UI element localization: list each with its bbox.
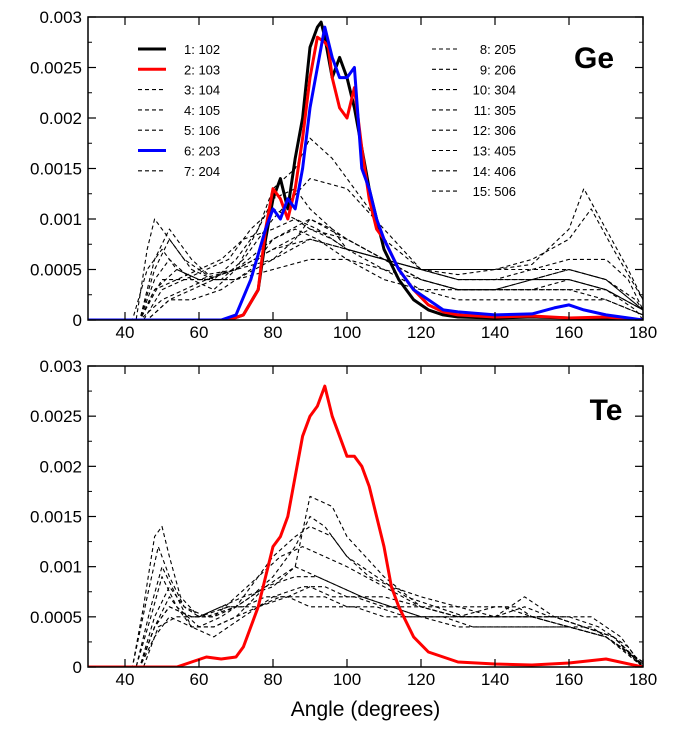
- series-line-2-103: [88, 384, 643, 667]
- legend-label: 1: 102: [184, 42, 220, 57]
- legend-label: 11: 305: [474, 103, 516, 118]
- legend-label: 13: 405: [473, 144, 516, 159]
- legend-label: 7: 204: [184, 164, 220, 179]
- legend-label: 3: 104: [184, 83, 220, 98]
- x-tick-label: 140: [481, 670, 509, 689]
- legend-label: 10: 304: [473, 83, 516, 98]
- series-line-s8: [88, 525, 643, 667]
- panel-label: Ge: [574, 42, 614, 75]
- series-line-s9: [88, 596, 643, 667]
- series-line-s10: [88, 576, 643, 667]
- x-tick-label: 80: [264, 323, 283, 342]
- ge-panel: 40 60 80 100 120 140 160 180 0 0.0005 0.001 0.0015 0…: [30, 8, 657, 342]
- series-line-8-205: [88, 218, 643, 320]
- panel-label: Te: [590, 394, 623, 427]
- y-tick-label: 0.0015: [30, 508, 82, 527]
- legend-label: 15: 506: [473, 184, 516, 199]
- legend-label: 2: 103: [184, 62, 220, 77]
- legend-label: 4: 105: [184, 103, 220, 118]
- y-tick-label: 0.002: [39, 109, 82, 128]
- y-tick-label: 0.001: [39, 210, 82, 229]
- te-panel: 40 60 80 100 120 140 160 180 0 0.0005 0.001 0.0015 0…: [30, 357, 657, 721]
- x-tick-label: 60: [190, 670, 209, 689]
- series-line-15-506: [88, 208, 643, 320]
- x-tick-label: 120: [407, 670, 435, 689]
- x-tick-label: 180: [629, 670, 657, 689]
- series-group: [88, 20, 643, 320]
- y-tick-label: 0.0025: [30, 407, 82, 426]
- y-tick-label: 0.0005: [30, 608, 82, 627]
- series-line-12-306: [88, 188, 643, 320]
- series-line-13-405: [88, 228, 643, 320]
- y-tick-label: 0.002: [39, 457, 82, 476]
- legend-label: 14: 406: [473, 164, 516, 179]
- series-line-7-204: [88, 137, 643, 320]
- x-tick-label: 60: [190, 323, 209, 342]
- x-tick-label: 120: [407, 323, 435, 342]
- y-tick-label: 0.003: [39, 357, 82, 376]
- series-line-1-102: [88, 20, 643, 320]
- x-axis-label: Angle (degrees): [291, 698, 440, 721]
- series-line-s3: [88, 566, 643, 667]
- legend-label: 8: 205: [480, 42, 516, 57]
- series-line-2-103: [88, 35, 643, 320]
- legend-label: 6: 203: [184, 144, 220, 159]
- y-tick-label: 0.0015: [30, 160, 82, 179]
- legend-label: 9: 206: [480, 62, 516, 77]
- legend-label: 5: 106: [184, 123, 220, 138]
- x-tick-label: 100: [333, 670, 361, 689]
- y-tick-label: 0.0005: [30, 261, 82, 280]
- x-tick-label: 100: [333, 323, 361, 342]
- legend-label: 12: 306: [473, 123, 516, 138]
- series-line-s1: [88, 495, 643, 667]
- x-tick-label: 140: [481, 323, 509, 342]
- y-tick-label: 0.003: [39, 8, 82, 27]
- y-tick-label: 0.001: [39, 558, 82, 577]
- y-tick-label: 0: [73, 658, 82, 677]
- y-tick-label: 0: [73, 311, 82, 330]
- series-line-14-406: [88, 228, 643, 320]
- x-tick-label: 160: [555, 670, 583, 689]
- series-line-s2: [88, 546, 643, 667]
- x-tick-label: 180: [629, 323, 657, 342]
- series-line-3-104: [88, 188, 643, 320]
- x-tick-label: 80: [264, 670, 283, 689]
- series-group: [88, 384, 643, 667]
- series-line-4-105: [88, 228, 643, 320]
- series-line-6-203: [88, 25, 643, 320]
- series-line-s6: [88, 586, 643, 667]
- x-tick-label: 40: [116, 670, 135, 689]
- legend: 1: 102 2: 103 3: 104 4: 105 5: 106 6: 203 7: 2…: [138, 42, 516, 199]
- x-tick-label: 40: [116, 323, 135, 342]
- x-tick-label: 160: [555, 323, 583, 342]
- y-tick-label: 0.0025: [30, 59, 82, 78]
